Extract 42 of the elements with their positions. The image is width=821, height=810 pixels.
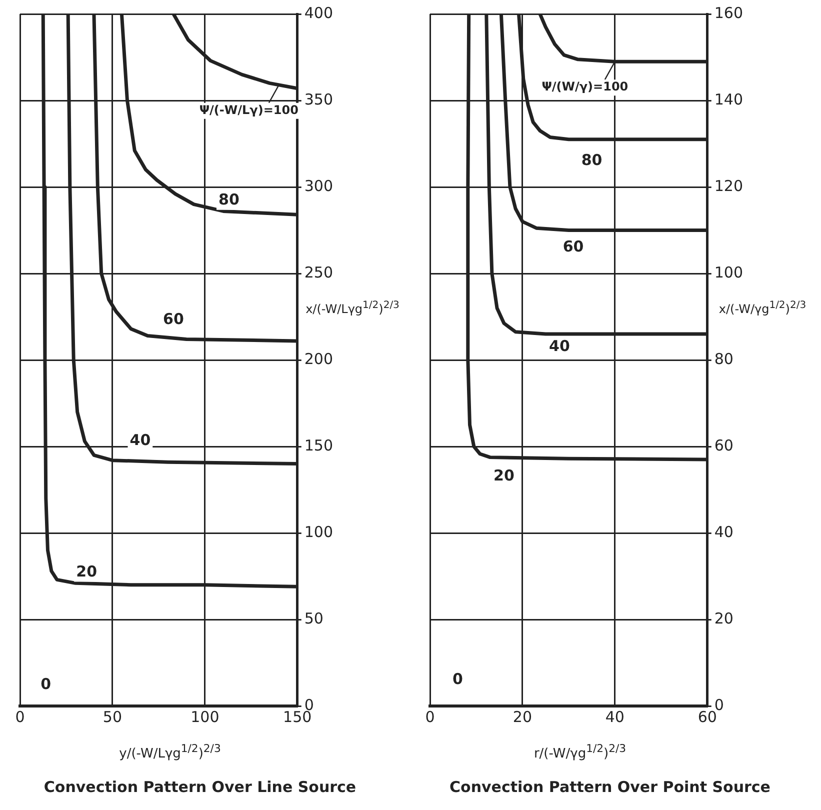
y-axis-title: x/(-W/γg$^{1/2}$)$^{2/3}$ [710,300,815,316]
y-tick-label: 300 [304,176,334,195]
y-tick-label: 160 [714,4,744,22]
annotation: Ψ/(W/γ)=100 [542,80,628,94]
y-tick-label: 200 [304,350,334,368]
y-tick-label: 250 [304,263,334,282]
x-tick-label: 60 [698,708,717,726]
y-tick-label: 400 [304,4,334,22]
annotation: 60 [562,237,584,256]
x-tick-label: 0 [425,708,435,726]
x-tick-label: 50 [102,708,122,726]
annotation: 40 [549,336,570,355]
y-tick-label: 80 [714,350,734,368]
x-tick-label: 0 [15,708,25,726]
y-tick-label: 60 [714,436,734,454]
x-tick-label: 100 [190,708,220,726]
y-tick-label: 100 [714,263,744,282]
y-tick-label: 150 [304,436,334,454]
y-axis-title: x/(-W/Lγg$^{1/2}$)$^{2/3}$ [300,300,405,316]
annotation: Ψ/(-W/Lγ)=100 [199,103,298,118]
y-tick-label: 40 [714,522,734,541]
annotation: 80 [218,190,240,209]
y-tick-label: 0 [714,696,724,714]
annotation: 20 [494,466,514,485]
annotation: 0 [452,670,463,688]
x-tick-label: 20 [512,708,532,726]
y-tick-label: 20 [714,609,734,628]
x-axis-title: y/(-W/Lγg$^{1/2}$)$^{2/3}$ [118,742,222,762]
annotation: 0 [40,675,52,694]
x-tick-label: 40 [605,708,624,726]
y-tick-label: 100 [304,522,334,541]
y-tick-label: 140 [714,90,744,108]
y-tick-label: 350 [304,90,334,108]
text: Convection Pattern Over Line Source [42,778,358,796]
y-tick-label: 120 [714,176,744,195]
x-axis-title: r/(-W/γg$^{1/2}$)$^{2/3}$ [532,742,628,762]
y-tick-label: 50 [304,609,324,628]
annotation: 60 [163,310,184,328]
annotation: 40 [130,431,151,450]
annotation: 20 [76,562,98,581]
text: Convection Pattern Over Point Source [448,778,772,796]
annotation: 80 [581,150,602,169]
